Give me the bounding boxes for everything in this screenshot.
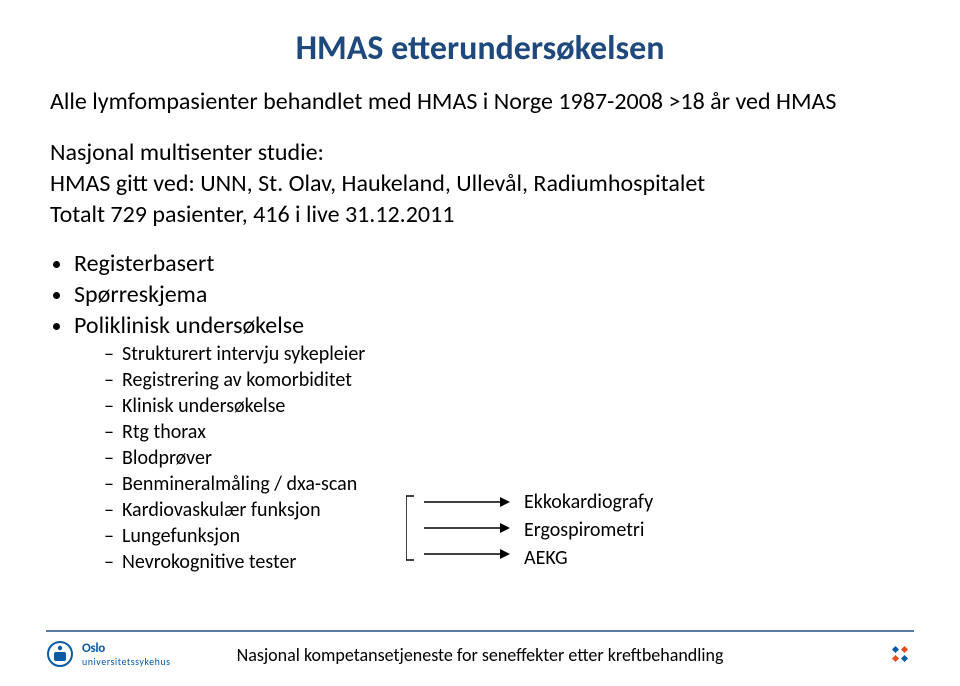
arrows-svg: [406, 488, 526, 568]
diag-aekg: AEKG: [524, 544, 653, 572]
sub-rtg: Rtg thorax: [104, 420, 910, 444]
footer-right-icon: [890, 644, 910, 669]
slide-title: HMAS etterundersøkelsen: [50, 28, 910, 69]
diag-ergo: Ergospirometri: [524, 516, 653, 544]
footer-center-text: Nasjonal kompetansetjeneste for seneffek…: [0, 644, 960, 666]
footer: Oslo universitetssykehus Nasjonal kompet…: [0, 630, 960, 686]
hospitals-line: HMAS gitt ved: UNN, St. Olav, Haukeland,…: [50, 169, 910, 198]
bullet-sporreskjema: Spørreskjema: [74, 280, 910, 309]
bullet-poliklinisk-label: Poliklinisk undersøkelse: [74, 311, 304, 340]
sub-blod: Blodprøver: [104, 446, 910, 470]
sub-strukturert: Strukturert intervju sykepleier: [104, 342, 910, 366]
diag-ekko: Ekkokardiografy: [524, 488, 653, 516]
sub-klinisk: Klinisk undersøkelse: [104, 394, 910, 418]
arrow-diagram: Ekkokardiografy Ergospirometri AEKG: [406, 488, 706, 578]
diag-labels: Ekkokardiografy Ergospirometri AEKG: [524, 488, 653, 572]
subtitle: Alle lymfompasienter behandlet med HMAS …: [50, 87, 910, 116]
study-label: Nasjonal multisenter studie:: [50, 138, 910, 167]
patients-line: Totalt 729 pasienter, 416 i live 31.12.2…: [50, 200, 910, 229]
footer-divider: [46, 630, 914, 632]
bullet-registerbasert: Registerbasert: [74, 249, 910, 278]
sub-komorbiditet: Registrering av komorbiditet: [104, 368, 910, 392]
